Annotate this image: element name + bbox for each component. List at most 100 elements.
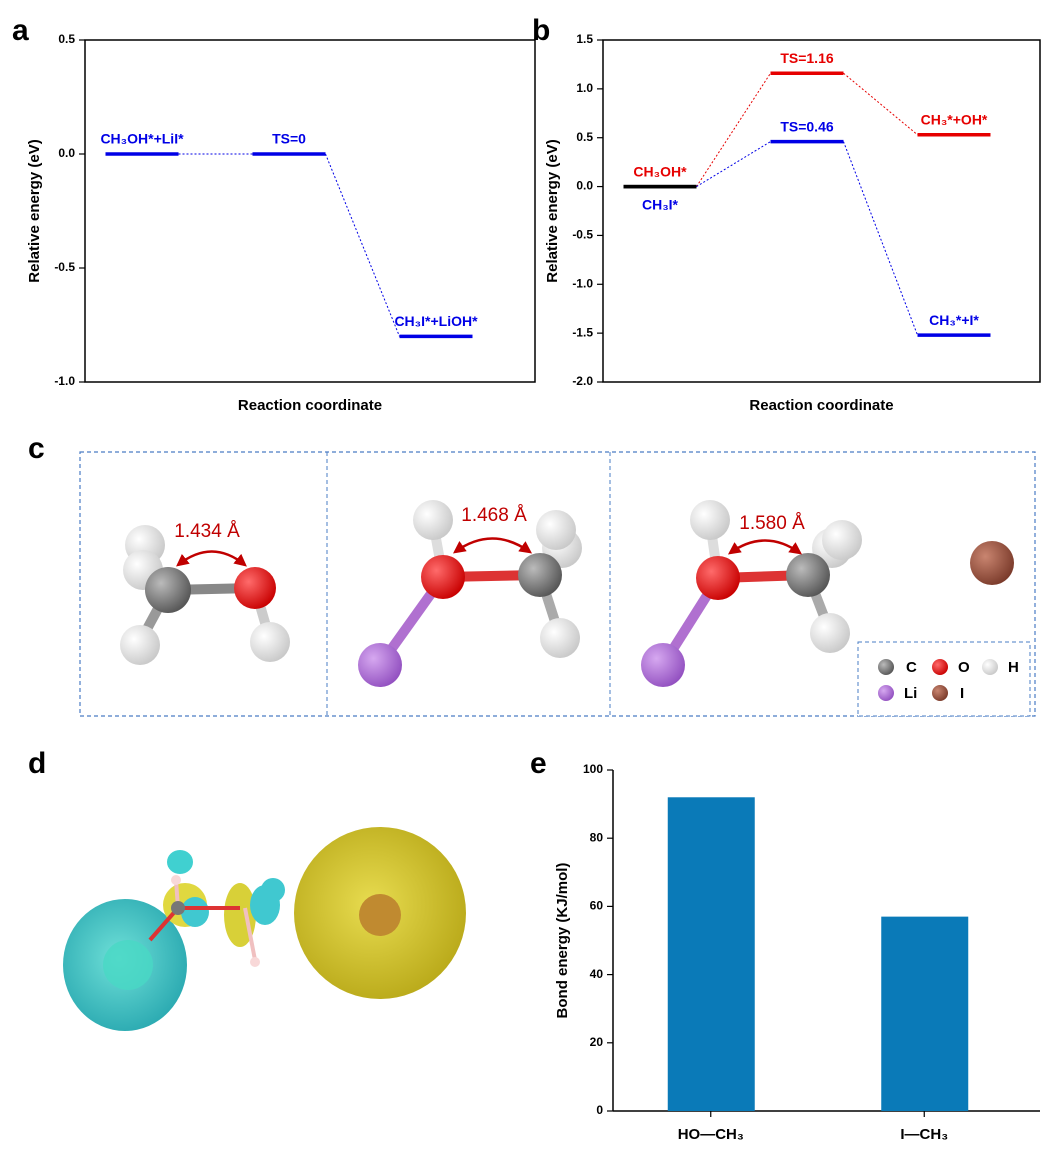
- level-label: TS=0.46: [780, 118, 834, 134]
- atom: [413, 500, 453, 540]
- panel-label: c: [28, 432, 45, 465]
- atom: [103, 940, 153, 990]
- y-tick-label: -2.0: [572, 374, 593, 388]
- y-tick-label: 100: [583, 762, 603, 776]
- connector: [843, 141, 918, 336]
- level-label: CH₃OH*+LiI*: [100, 131, 184, 147]
- legend-label: O: [958, 659, 970, 676]
- atom: [822, 520, 862, 560]
- bond: [148, 906, 180, 942]
- panel-c: 1.434 Å 1.468 Å: [79, 451, 1036, 717]
- atom: [250, 622, 290, 662]
- y-tick-label: -1.0: [572, 276, 593, 290]
- bond-length: 1.580 Å: [739, 513, 805, 534]
- angle-arrow: [452, 537, 533, 554]
- atom-legend: C O H Li I: [857, 641, 1031, 717]
- level-label: CH₃I*: [642, 196, 679, 212]
- atom: [171, 901, 185, 915]
- x-tick-label: HO—CH₃: [678, 1126, 744, 1143]
- y-tick-label: 60: [590, 899, 604, 913]
- isosurface: [167, 850, 193, 874]
- panel-label: e: [530, 747, 547, 780]
- atom: [696, 556, 740, 600]
- legend-label: I: [960, 685, 964, 702]
- level-label: CH₃OH*: [633, 163, 687, 179]
- y-axis-label: Bond energy (KJ/mol): [554, 863, 571, 1019]
- y-tick-label: 0.5: [576, 130, 593, 144]
- y-tick-label: -1.0: [54, 374, 75, 388]
- bond-length: 1.434 Å: [174, 521, 240, 542]
- atom: [970, 541, 1014, 585]
- atom: [518, 553, 562, 597]
- y-tick-label: -0.5: [54, 260, 75, 274]
- x-axis-label: Reaction coordinate: [749, 397, 893, 414]
- legend-label: Li: [904, 685, 917, 702]
- level-label: TS=0: [272, 131, 306, 147]
- panel-label: b: [532, 14, 550, 47]
- bar: [667, 797, 755, 1111]
- atom: [234, 567, 276, 609]
- panel-label: a: [12, 14, 29, 47]
- atom: [536, 510, 576, 550]
- angle-arrow: [176, 550, 247, 567]
- panel-label: d: [28, 747, 46, 780]
- atom: [421, 555, 465, 599]
- atom: [358, 643, 402, 687]
- bar: [881, 916, 969, 1111]
- y-tick-label: 0: [596, 1103, 603, 1117]
- atom: [540, 618, 580, 658]
- isosurface: [261, 878, 285, 902]
- plot-frame: [602, 39, 1041, 383]
- y-tick-label: 40: [590, 967, 604, 981]
- x-tick-label: I—CH₃: [900, 1126, 948, 1143]
- y-axis-label: Relative energy (eV): [26, 139, 43, 282]
- y-tick-label: 1.0: [576, 81, 593, 95]
- atom: [786, 553, 830, 597]
- y-tick-label: -1.5: [572, 325, 593, 339]
- legend-swatch: [878, 659, 894, 675]
- atom: [359, 894, 401, 936]
- panel-d: [63, 827, 466, 1031]
- legend-frame: [857, 641, 1031, 717]
- y-tick-label: 0.0: [58, 146, 75, 160]
- level-label: CH₃*+I*: [929, 312, 979, 328]
- legend-swatch: [932, 659, 948, 675]
- legend-swatch: [878, 685, 894, 701]
- legend-swatch: [982, 659, 998, 675]
- panel-frame: [79, 451, 1036, 717]
- angle-arrow: [727, 539, 803, 555]
- molecule: [641, 500, 1014, 687]
- y-tick-label: 20: [590, 1035, 604, 1049]
- plot-frame: [84, 39, 536, 383]
- x-axis-label: Reaction coordinate: [238, 397, 382, 414]
- y-tick-label: 1.5: [576, 32, 593, 46]
- atom: [641, 643, 685, 687]
- legend-label: C: [906, 659, 917, 676]
- bond: [243, 907, 257, 961]
- y-axis-label: Relative energy (eV): [544, 139, 561, 282]
- legend-label: H: [1008, 659, 1019, 676]
- atom: [250, 957, 260, 967]
- molecule: [120, 525, 290, 665]
- connector: [325, 153, 400, 337]
- connector: [696, 72, 771, 187]
- panel-labels: a b c d e: [12, 14, 550, 780]
- level-label: CH₃I*+LiOH*: [394, 313, 478, 329]
- y-tick-label: -0.5: [572, 228, 593, 242]
- isosurface: [181, 897, 209, 927]
- connector: [696, 141, 771, 187]
- bond-length: 1.468 Å: [461, 505, 527, 526]
- y-tick-label: 80: [590, 830, 604, 844]
- y-tick-label: 0.0: [576, 179, 593, 193]
- atom: [810, 613, 850, 653]
- atom: [145, 567, 191, 613]
- legend-swatch: [932, 685, 948, 701]
- y-tick-label: 0.5: [58, 32, 75, 46]
- atom: [171, 875, 181, 885]
- connector: [843, 72, 918, 136]
- molecule: [358, 500, 582, 687]
- atom: [120, 625, 160, 665]
- atom: [690, 500, 730, 540]
